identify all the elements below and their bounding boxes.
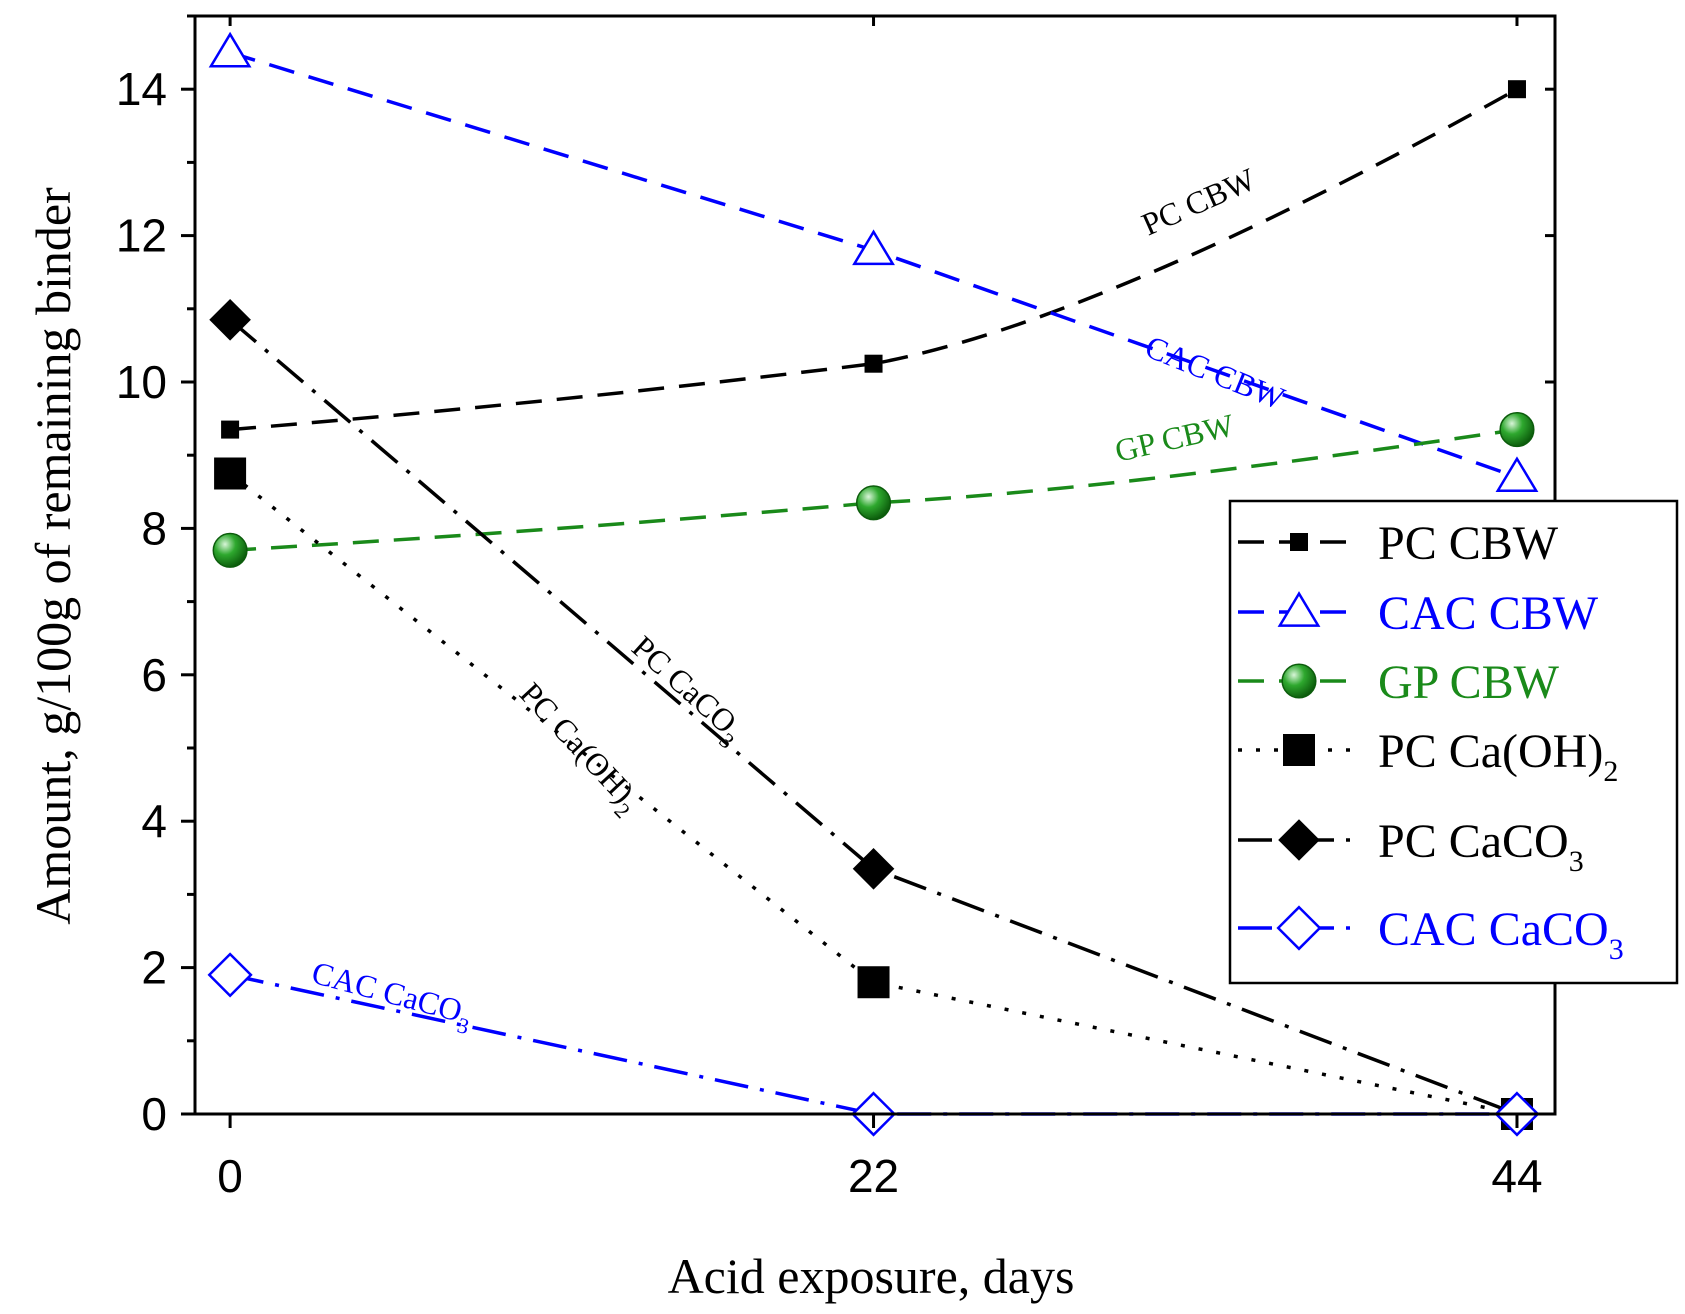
series-cac-cbw xyxy=(208,31,1539,493)
y-tick-label: 8 xyxy=(141,502,167,554)
series-line xyxy=(228,318,1518,1116)
legend-label: PC CBW xyxy=(1378,517,1559,570)
data-point xyxy=(207,952,253,998)
annotation-text: CAC CBW xyxy=(1140,328,1290,417)
annotation-cac-cbw: CAC CBW xyxy=(1140,328,1290,417)
y-tick-label: 14 xyxy=(116,63,167,115)
y-tick-label: 6 xyxy=(141,649,167,701)
data-point xyxy=(221,420,240,439)
annotation-text: GP CBW xyxy=(1111,406,1237,468)
data-point xyxy=(212,532,248,568)
legend-marker xyxy=(1278,819,1320,861)
x-axis-title: Acid exposure, days xyxy=(668,1248,1075,1304)
legend-label: CAC CaCO3 xyxy=(1378,903,1624,966)
data-point xyxy=(864,354,883,373)
legend-marker xyxy=(1276,905,1322,951)
annotation-text: PC Ca(OH) xyxy=(513,675,642,809)
y-tick-label: 12 xyxy=(116,210,167,262)
data-point xyxy=(1507,80,1526,99)
data-point xyxy=(857,966,890,999)
series-line xyxy=(229,472,1518,1116)
legend-label: GP CBW xyxy=(1378,656,1560,709)
legend-label-text: PC CaCO xyxy=(1378,815,1569,868)
annotation-cac-caco3: CAC CaCO3 xyxy=(306,954,477,1039)
y-axis-title: Amount, g/100g of remaining binder xyxy=(25,187,81,925)
y-tick-label: 10 xyxy=(116,356,167,408)
legend-marker xyxy=(1277,591,1321,627)
y-tick-label: 2 xyxy=(141,942,167,994)
data-point xyxy=(1495,456,1539,493)
legend-item-pc-caco3: PC CaCO3 xyxy=(1238,815,1584,878)
legend-marker xyxy=(1281,663,1317,699)
data-point xyxy=(852,847,895,890)
legend-label: CAC CBW xyxy=(1378,587,1599,640)
legend-item-pc-cbw: PC CBW xyxy=(1238,517,1559,570)
x-tick-label: 0 xyxy=(217,1150,243,1202)
annotation-text: PC CaCO xyxy=(625,628,744,740)
data-point xyxy=(852,229,895,266)
legend-label-text: PC CBW xyxy=(1378,517,1559,570)
annotation-pc-caco3: PC CaCO3 xyxy=(620,628,752,753)
series-line xyxy=(229,87,1518,432)
legend-label-text: CAC CaCO xyxy=(1378,903,1609,956)
series-line xyxy=(229,427,1518,553)
legend-label-subscript: 2 xyxy=(1603,755,1618,788)
series-gp-cbw xyxy=(212,412,1535,568)
legend-label: PC Ca(OH)2 xyxy=(1378,725,1618,788)
data-point xyxy=(209,298,251,341)
legend-marker xyxy=(1283,734,1315,766)
legend-marker xyxy=(1290,533,1308,551)
legend-label-text: PC Ca(OH) xyxy=(1378,725,1603,778)
legend-label: PC CaCO3 xyxy=(1378,815,1584,878)
x-tick-label: 44 xyxy=(1491,1150,1542,1202)
annotation-pc-ca-oh-2: PC Ca(OH)2 xyxy=(507,675,649,823)
y-tick-label: 0 xyxy=(141,1088,167,1140)
legend-label-subscript: 3 xyxy=(1569,845,1584,878)
legend-item-cac-caco3: CAC CaCO3 xyxy=(1238,903,1624,966)
legend-label-subscript: 3 xyxy=(1609,933,1624,966)
data-point xyxy=(855,485,892,521)
x-tick-label: 22 xyxy=(848,1150,899,1202)
legend-item-gp-cbw: GP CBW xyxy=(1238,656,1560,709)
legend-label-text: GP CBW xyxy=(1378,656,1560,709)
series-pc-cbw xyxy=(221,80,1526,439)
annotation-text: CAC CaCO xyxy=(308,954,466,1029)
data-point xyxy=(214,457,247,490)
legend-item-pc-ca-oh-2: PC Ca(OH)2 xyxy=(1238,725,1618,788)
annotation-gp-cbw: GP CBW xyxy=(1111,406,1237,468)
data-point xyxy=(208,31,252,68)
legend-label-text: CAC CBW xyxy=(1378,587,1599,640)
legend-item-cac-cbw: CAC CBW xyxy=(1238,587,1599,640)
y-tick-label: 4 xyxy=(141,795,167,847)
data-point xyxy=(1499,412,1535,448)
